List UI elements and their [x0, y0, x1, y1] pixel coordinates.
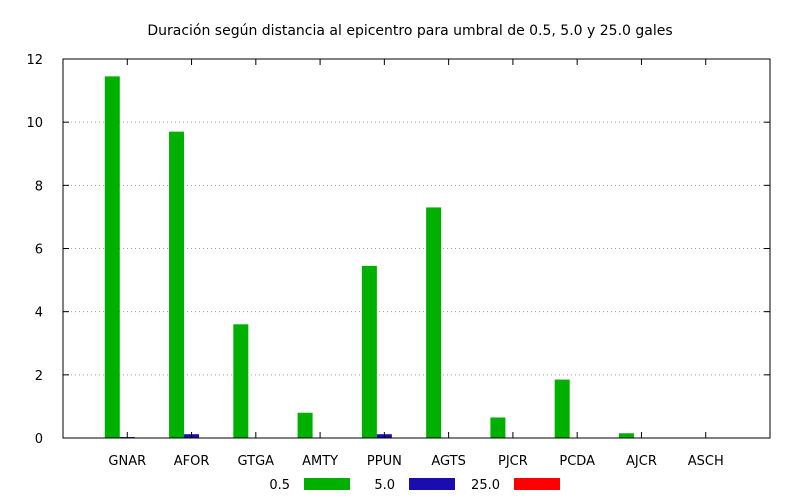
bar-ajcr-series-1: [618, 433, 634, 438]
x-axis-ticks: GNAR AFOR GTGA AMTY PPUN AGTS PJCR PCDA AJCR ASCH: [108, 59, 724, 469]
bar-agts-series-1: [426, 207, 442, 438]
y-tick-label: 2: [35, 369, 43, 384]
x-tick-label: AJCR: [626, 454, 657, 469]
legend-label: 5.0: [374, 478, 395, 493]
x-tick-label: GNAR: [108, 454, 146, 469]
bar-ppun-series-1: [361, 265, 377, 438]
y-tick-label: 12: [26, 53, 43, 68]
chart-title: Duración según distancia al epicentro pa…: [147, 23, 672, 39]
legend: 0.5 5.0 25.0: [269, 478, 560, 493]
y-axis-ticks: 0 2 4 6 8 10 12: [26, 53, 770, 447]
legend-swatch: [514, 478, 560, 490]
legend-label: 0.5: [269, 478, 290, 493]
legend-swatch: [304, 478, 350, 490]
y-tick-label: 0: [35, 432, 43, 447]
bar-afor-series-1: [169, 131, 185, 438]
bar-pcda-series-1: [554, 379, 570, 438]
bar-gnar-series-1: [104, 76, 120, 438]
y-tick-label: 4: [35, 306, 43, 321]
x-tick-label: PPUN: [367, 454, 402, 469]
plot-frame: [62, 58, 771, 439]
y-tick-label: 6: [35, 243, 43, 258]
x-tick-label: PJCR: [498, 454, 528, 469]
y-tick-label: 10: [26, 116, 43, 131]
legend-label: 25.0: [471, 478, 500, 493]
x-tick-label: PCDA: [559, 454, 595, 469]
bar-pjcr-series-1: [490, 417, 506, 438]
legend-swatch: [409, 478, 455, 490]
x-tick-label: GTGA: [238, 454, 275, 469]
x-tick-label: AMTY: [302, 454, 338, 469]
bars: [104, 76, 634, 438]
bar-gtga-series-1: [233, 324, 249, 438]
x-tick-label: AGTS: [431, 454, 465, 469]
bar-amty-series-1: [297, 412, 313, 438]
x-tick-label: AFOR: [174, 454, 210, 469]
y-tick-label: 8: [35, 179, 43, 194]
x-tick-label: ASCH: [688, 454, 724, 469]
